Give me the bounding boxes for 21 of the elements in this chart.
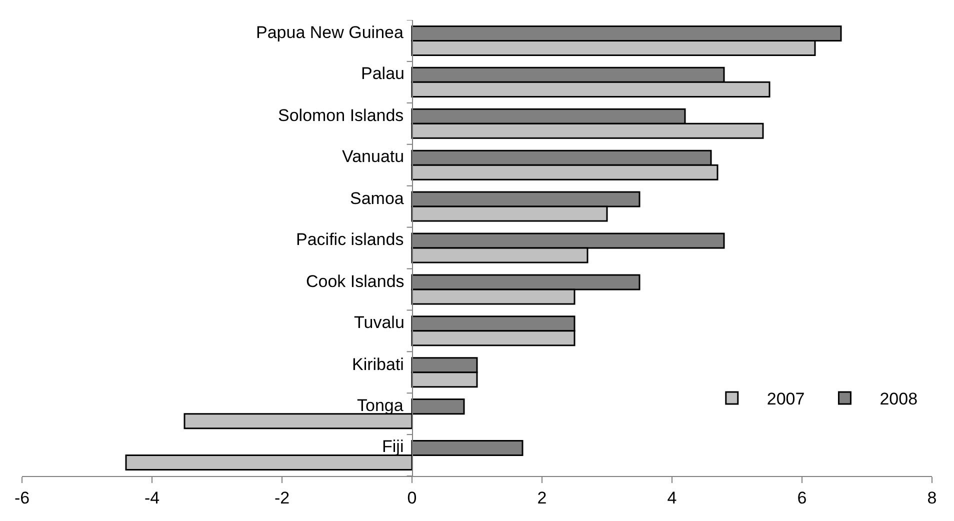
y-tick-label: Samoa — [350, 189, 404, 208]
y-tick-label: Fiji — [382, 437, 404, 456]
y-tick-label: Pacific islands — [296, 230, 404, 249]
y-tick-label: Palau — [361, 64, 404, 83]
y-tick-label: Papua New Guinea — [256, 23, 404, 42]
y-tick-label: Tuvalu — [354, 313, 404, 332]
x-tick-label: 8 — [927, 488, 937, 508]
x-tick-label: -6 — [14, 488, 30, 508]
x-tick-label: 4 — [667, 488, 677, 508]
y-tick-label: Cook Islands — [306, 272, 404, 291]
y-tick-label: Solomon Islands — [278, 106, 404, 125]
legend-label: 2007 — [766, 390, 805, 409]
x-tick-label: -2 — [274, 488, 290, 508]
legend-label: 2008 — [880, 390, 918, 409]
x-tick-label: 6 — [797, 488, 807, 508]
y-tick-label: Tonga — [357, 396, 404, 415]
y-tick-label: Kiribati — [352, 355, 404, 374]
y-tick-label: Vanuatu — [342, 147, 404, 166]
x-tick-label: 0 — [407, 488, 417, 508]
x-tick-label: -4 — [144, 488, 160, 508]
x-tick-label: 2 — [537, 488, 547, 508]
